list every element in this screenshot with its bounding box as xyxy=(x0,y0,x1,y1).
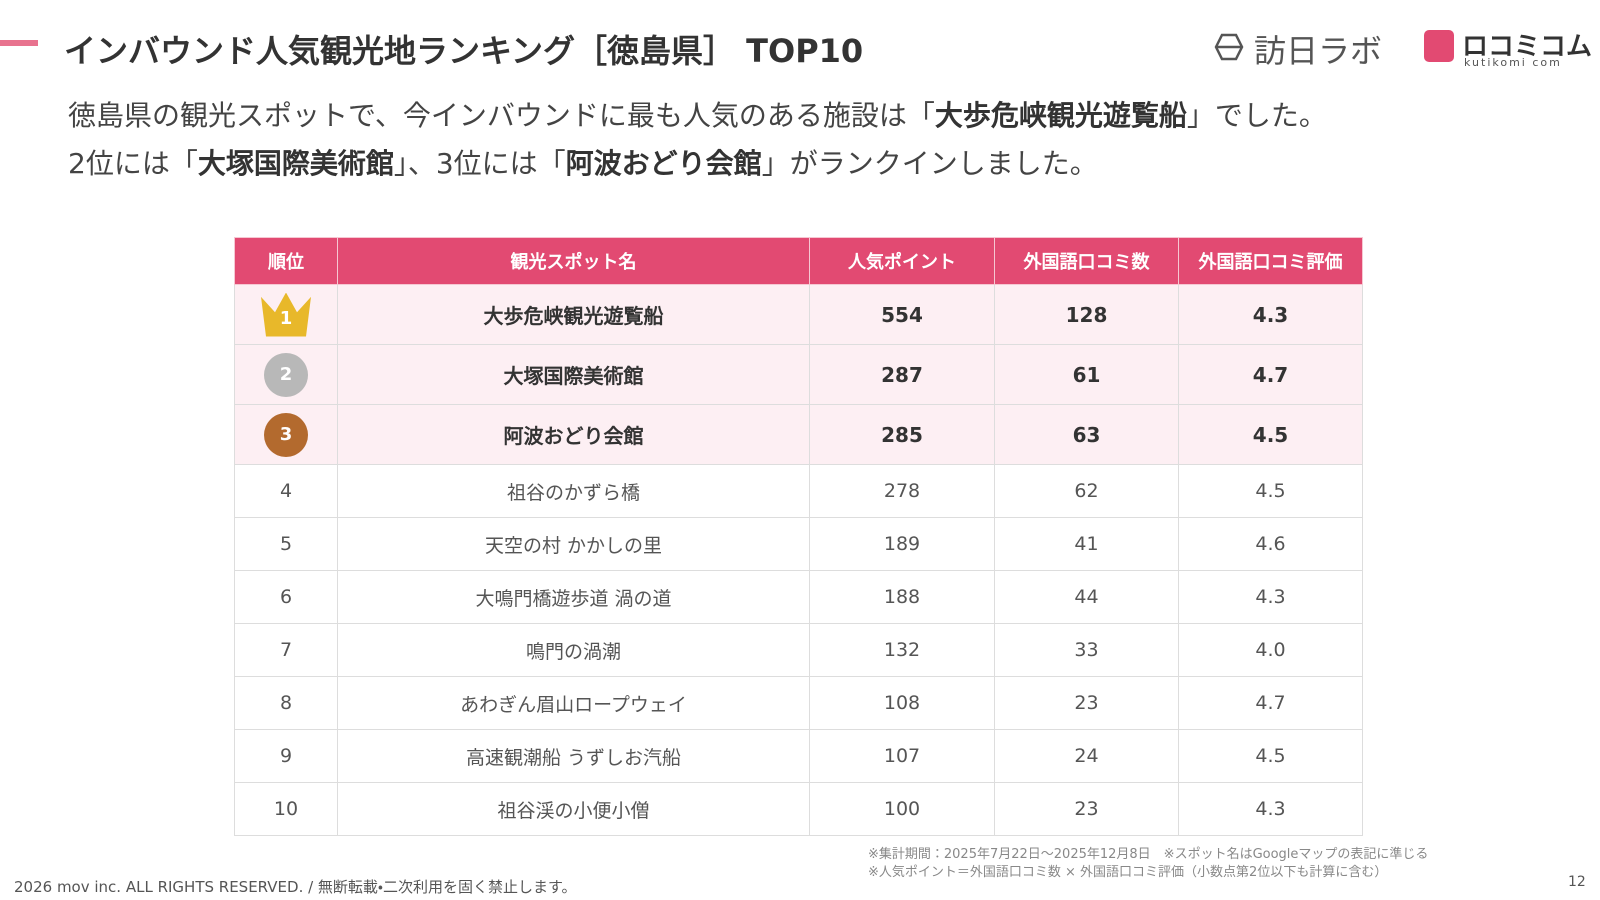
column-header: 順位 xyxy=(234,237,338,285)
rank-cell: 7 xyxy=(234,623,338,677)
rank-cell: 2 xyxy=(234,344,338,405)
table-cell: あわぎん眉山ロープウェイ xyxy=(337,676,810,730)
table-row: 10 祖谷渓の小便小僧 100 23 4.3 xyxy=(234,782,1363,836)
header-row: 順位 観光スポット名 人気ポイント 外国語口コミ数 外国語口コミ評価 xyxy=(234,237,1363,285)
rank-badge: 2 xyxy=(264,352,308,397)
table-cell: 100 xyxy=(809,782,995,836)
intro-line: 徳島県の観光スポットで、今インバウンドに最も人気のある施設は「大歩危峡観光遊覧船… xyxy=(68,92,1327,140)
logo-icon xyxy=(1424,30,1454,62)
intro-text: 」でした。 xyxy=(1186,99,1327,132)
column-header: 観光スポット名 xyxy=(337,237,810,285)
table-cell: 4.7 xyxy=(1178,344,1363,405)
rank-badge: 3 xyxy=(264,412,308,457)
table-cell: 63 xyxy=(994,404,1179,465)
column-header: 人気ポイント xyxy=(809,237,995,285)
table-cell: 祖谷のかずら橋 xyxy=(337,464,810,518)
table-cell: 23 xyxy=(994,782,1179,836)
crown-badge: 1 xyxy=(261,292,311,337)
table-row: 4 祖谷のかずら橋 278 62 4.5 xyxy=(234,464,1363,518)
table-cell: 4.3 xyxy=(1178,284,1363,345)
table-cell: 高速観潮船 うずしお汽船 xyxy=(337,729,810,783)
table-cell: 鳴門の渦潮 xyxy=(337,623,810,677)
title: インバウンド人気観光地ランキング［徳島県］ TOP10 xyxy=(64,32,864,70)
logo-text: ロコミコム xyxy=(1462,32,1593,62)
table-cell: 285 xyxy=(809,404,995,465)
table-cell: 61 xyxy=(994,344,1179,405)
table-row: 1 大歩危峡観光遊覧船 554 128 4.3 xyxy=(234,284,1363,345)
table-row: 3 阿波おどり会館 285 63 4.5 xyxy=(234,404,1363,465)
table-cell: 大塚国際美術館 xyxy=(337,344,810,405)
table-row: 7 鳴門の渦潮 132 33 4.0 xyxy=(234,623,1363,677)
table-cell: 132 xyxy=(809,623,995,677)
table-cell: 554 xyxy=(809,284,995,345)
rank-cell: 6 xyxy=(234,570,338,624)
table-cell: 23 xyxy=(994,676,1179,730)
copyright: 2026 mov inc. ALL RIGHTS RESERVED. / 無断転… xyxy=(14,878,577,896)
table-cell: 天空の村 かかしの里 xyxy=(337,517,810,571)
intro-text: 徳島県の観光スポットで、今インバウンドに最も人気のある施設は「 xyxy=(68,99,935,132)
intro-bold: 阿波おどり会館 xyxy=(565,147,762,180)
logo-text: 訪日ラボ xyxy=(1254,32,1383,70)
intro: 徳島県の観光スポットで、今インバウンドに最も人気のある施設は「大歩危峡観光遊覧船… xyxy=(68,92,1327,188)
table-cell: 278 xyxy=(809,464,995,518)
table-cell: 4.5 xyxy=(1178,464,1363,518)
table-cell: 33 xyxy=(994,623,1179,677)
table-cell: 4.3 xyxy=(1178,570,1363,624)
rank-cell: 3 xyxy=(234,404,338,465)
rank-cell: 9 xyxy=(234,729,338,783)
table-cell: 189 xyxy=(809,517,995,571)
table-cell: 4.0 xyxy=(1178,623,1363,677)
logo-subtext: kutikomi com xyxy=(1464,56,1562,69)
table-row: 8 あわぎん眉山ロープウェイ 108 23 4.7 xyxy=(234,676,1363,730)
table-cell: 4.5 xyxy=(1178,729,1363,783)
note: ※集計期間：2025年7月22日〜2025年12月8日 ※スポット名はGoogl… xyxy=(868,847,1429,862)
rank-cell: 10 xyxy=(234,782,338,836)
table-row: 5 天空の村 かかしの里 189 41 4.6 xyxy=(234,517,1363,571)
rank-cell: 4 xyxy=(234,464,338,518)
table-cell: 祖谷渓の小便小僧 xyxy=(337,782,810,836)
intro-line: 2位には「大塚国際美術館」、3位には「阿波おどり会館」がランクインしました。 xyxy=(68,140,1327,188)
notes: ※集計期間：2025年7月22日〜2025年12月8日 ※スポット名はGoogl… xyxy=(868,846,1428,882)
table-cell: 107 xyxy=(809,729,995,783)
table-cell: 大鳴門橋遊歩道 渦の道 xyxy=(337,570,810,624)
intro-text: 」がランクインしました。 xyxy=(761,147,1098,180)
table-row: 9 高速観潮船 うずしお汽船 107 24 4.5 xyxy=(234,729,1363,783)
table-cell: 4.5 xyxy=(1178,404,1363,465)
table-row: 2 大塚国際美術館 287 61 4.7 xyxy=(234,344,1363,405)
note: ※人気ポイント＝外国語口コミ数 × 外国語口コミ評価（小数点第2位以下も計算に含… xyxy=(868,865,1388,880)
rank-cell: 1 xyxy=(234,284,338,345)
page-number: 12 xyxy=(1568,874,1586,890)
table-cell: 大歩危峡観光遊覧船 xyxy=(337,284,810,345)
rank-cell: 8 xyxy=(234,676,338,730)
intro-text: 2位には「 xyxy=(68,147,198,180)
intro-text: 」、3位には「 xyxy=(393,147,566,180)
column-header: 外国語口コミ評価 xyxy=(1178,237,1363,285)
table-cell: 41 xyxy=(994,517,1179,571)
column-header: 外国語口コミ数 xyxy=(994,237,1179,285)
table-cell: 108 xyxy=(809,676,995,730)
table-cell: 128 xyxy=(994,284,1179,345)
rank-cell: 5 xyxy=(234,517,338,571)
intro-bold: 大塚国際美術館 xyxy=(197,147,394,180)
logo-icon xyxy=(1214,33,1244,61)
intro-bold: 大歩危峡観光遊覧船 xyxy=(934,99,1187,132)
table-cell: 4.3 xyxy=(1178,782,1363,836)
table-cell: 44 xyxy=(994,570,1179,624)
table-cell: 4.6 xyxy=(1178,517,1363,571)
table-row: 6 大鳴門橋遊歩道 渦の道 188 44 4.3 xyxy=(234,570,1363,624)
ranking-table: 順位 観光スポット名 人気ポイント 外国語口コミ数 外国語口コミ評価 1 大歩危峡観光遊覧船… xyxy=(234,237,1363,836)
table-cell: 24 xyxy=(994,729,1179,783)
table-cell: 阿波おどり会館 xyxy=(337,404,810,465)
accent-bar xyxy=(0,40,38,46)
table-cell: 287 xyxy=(809,344,995,405)
table-cell: 62 xyxy=(994,464,1179,518)
table-cell: 4.7 xyxy=(1178,676,1363,730)
table-cell: 188 xyxy=(809,570,995,624)
